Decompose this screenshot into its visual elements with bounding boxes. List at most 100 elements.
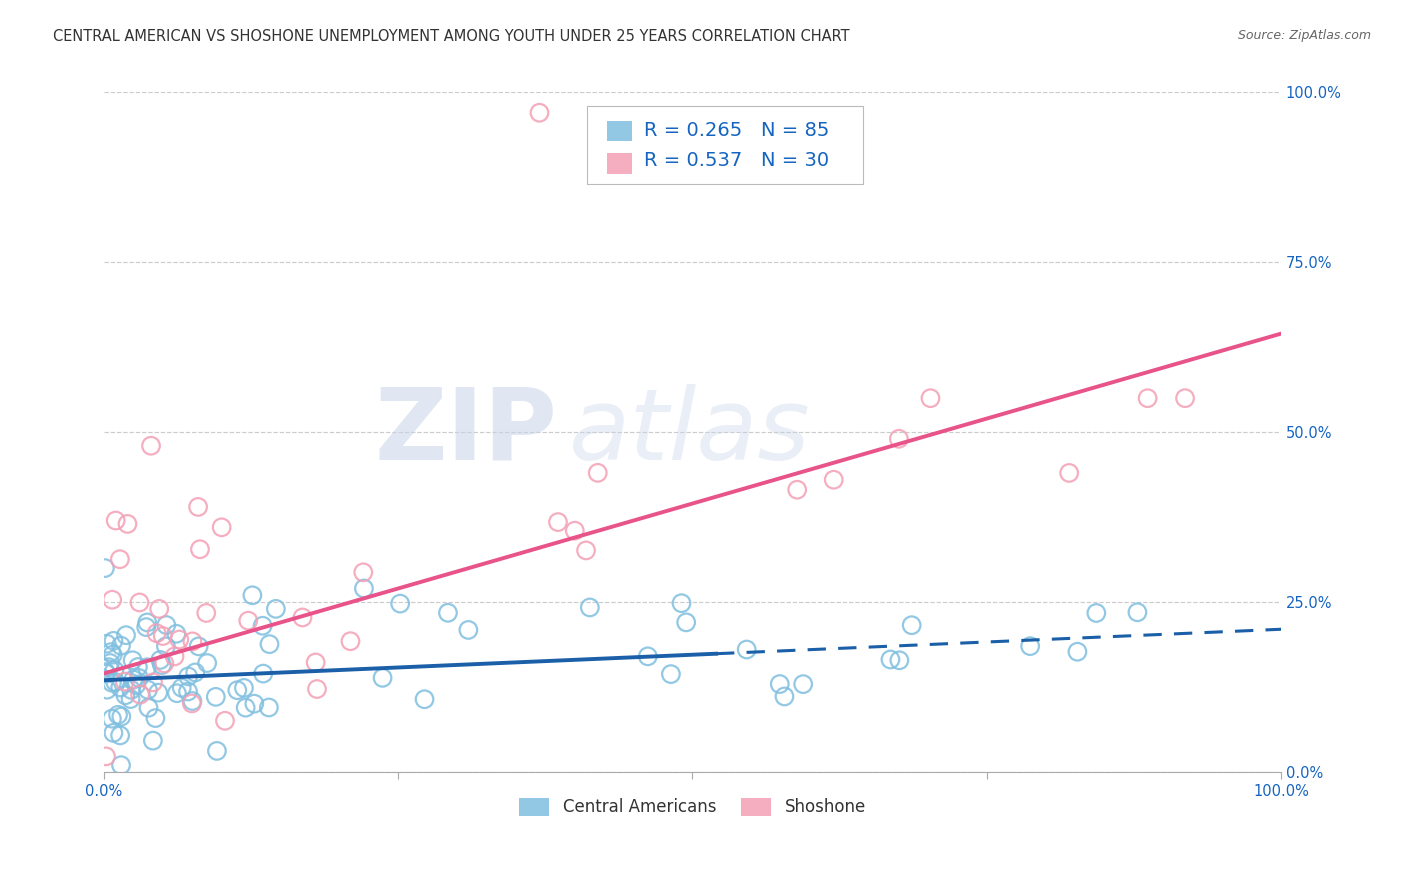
Point [252,666,274,681]
Point [108,728,131,742]
FancyBboxPatch shape [606,121,633,142]
Point [352,566,374,580]
Point [457,623,479,637]
Point [110,709,132,723]
Point [243,697,266,711]
Point [1136,391,1159,405]
Point [94,749,117,764]
Point [120,682,142,697]
Point [735,642,758,657]
Point [214,714,236,728]
Point [564,524,586,538]
Point [188,542,211,557]
Point [96,637,118,651]
Point [96,666,118,681]
Point [257,700,280,714]
Point [125,678,148,692]
Point [155,618,177,632]
Point [148,602,170,616]
Point [110,639,132,653]
Text: CENTRAL AMERICAN VS SHOSHONE UNEMPLOYMENT AMONG YOUTH UNDER 25 YEARS CORRELATION: CENTRAL AMERICAN VS SHOSHONE UNEMPLOYMEN… [53,29,851,44]
Point [142,733,165,747]
Point [165,627,187,641]
Point [252,618,274,632]
Point [579,600,602,615]
FancyBboxPatch shape [606,153,633,174]
Point [920,391,942,405]
Point [187,640,209,654]
Point [177,669,200,683]
Point [114,674,136,689]
Point [180,697,202,711]
Point [769,677,792,691]
Point [187,500,209,514]
Point [353,582,375,596]
Point [136,682,159,697]
Point [169,632,191,647]
Point [659,667,682,681]
Point [1057,466,1080,480]
Point [104,675,127,690]
Point [264,602,287,616]
Point [107,707,129,722]
Point [675,615,697,630]
Text: Source: ZipAtlas.com: Source: ZipAtlas.com [1237,29,1371,42]
Point [1066,645,1088,659]
Point [887,432,910,446]
Point [100,645,122,659]
Point [135,660,157,674]
Point [138,700,160,714]
Point [122,673,145,687]
Point [900,618,922,632]
Point [103,633,125,648]
Point [117,516,139,531]
Point [114,688,136,702]
Point [108,552,131,566]
Point [1174,391,1197,405]
Text: ZIP: ZIP [374,384,557,481]
Point [101,648,124,662]
Point [177,684,200,698]
Point [238,614,260,628]
Point [101,592,124,607]
Point [529,105,551,120]
Point [773,690,796,704]
FancyBboxPatch shape [586,106,863,184]
Point [291,610,314,624]
Point [103,726,125,740]
Point [152,629,174,643]
Point [184,665,207,680]
Point [135,620,157,634]
Point [389,597,412,611]
Point [786,483,808,497]
Point [181,634,204,648]
Point [128,671,150,685]
Text: R = 0.537   N = 30: R = 0.537 N = 30 [644,152,830,170]
Point [259,637,281,651]
Point [163,649,186,664]
Point [110,758,132,772]
Point [96,682,118,697]
Point [671,596,693,610]
Point [155,640,177,654]
Point [115,628,138,642]
Point [637,649,659,664]
Text: atlas: atlas [569,384,810,481]
Point [233,681,256,695]
Point [205,744,228,758]
Point [94,561,117,575]
Point [94,665,117,679]
Point [305,681,328,696]
Point [339,634,361,648]
Point [149,653,172,667]
Point [128,595,150,609]
Text: R = 0.265   N = 85: R = 0.265 N = 85 [644,121,830,140]
Point [792,677,814,691]
Point [142,675,165,690]
Point [1019,639,1042,653]
Point [166,686,188,700]
Point [889,653,911,667]
Point [136,615,159,630]
Point [371,671,394,685]
Point [304,656,326,670]
